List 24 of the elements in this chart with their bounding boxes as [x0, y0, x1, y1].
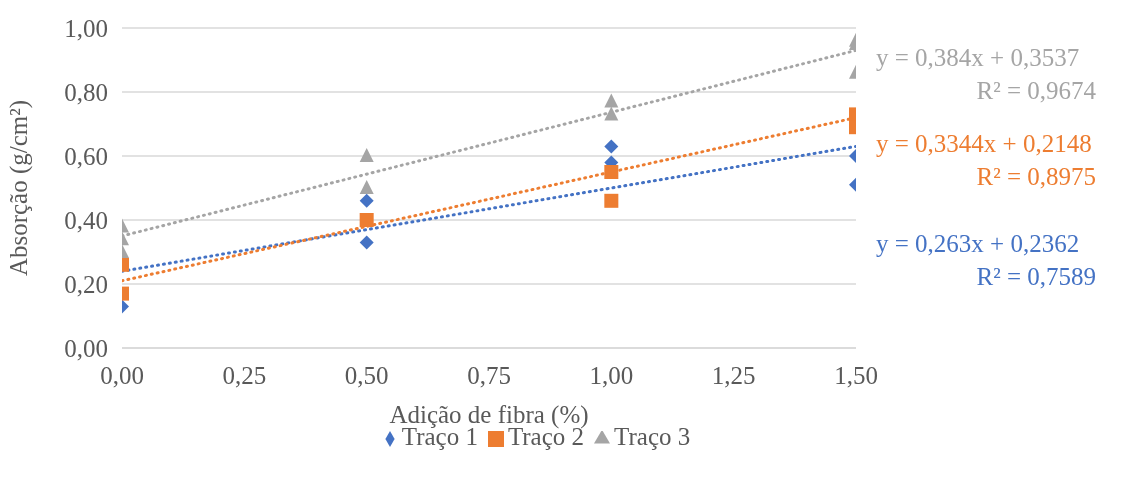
legend-label: Traço 3	[614, 423, 691, 450]
text: y = 0,384x + 0,3537	[876, 44, 1081, 72]
y-tick-label: 0,80	[64, 78, 108, 106]
y-tick-label: 0,20	[64, 270, 108, 298]
point	[359, 193, 374, 208]
x-tick-label: 1,00	[589, 361, 634, 389]
x-tick-label: 0,25	[222, 361, 267, 389]
y-tick-label: 0,40	[64, 206, 108, 234]
x-tick-label: 1,50	[834, 361, 878, 389]
y-tick-label: 0,00	[64, 334, 108, 362]
x-tick-label: 0,75	[467, 361, 511, 389]
y-tick-label: 1,00	[64, 14, 108, 42]
x-tick-label: 1,25	[711, 361, 756, 389]
point	[604, 139, 619, 154]
x-tick-label: 0,50	[344, 361, 389, 389]
text: y = 0,263x + 0,2362	[876, 230, 1081, 258]
text: y = 0,3344x + 0,2148	[876, 130, 1093, 158]
x-tick-label: 0,00	[100, 361, 144, 389]
text: R² = 0,8975	[975, 163, 1096, 191]
text: R² = 0,9674	[975, 77, 1096, 105]
point	[359, 235, 374, 250]
y-axis-title: Absorção (g/cm²)	[4, 99, 33, 277]
y-tick-label: 0,60	[64, 142, 108, 170]
text: R² = 0,7589	[975, 263, 1096, 291]
